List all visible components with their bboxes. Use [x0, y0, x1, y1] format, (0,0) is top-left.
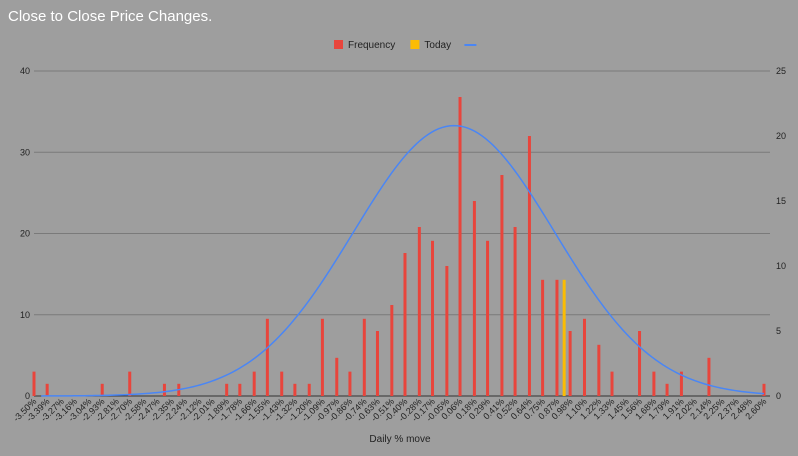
bar [638, 331, 642, 396]
bar [431, 240, 435, 396]
normal-curve [41, 124, 765, 397]
bar [513, 227, 517, 396]
bar [128, 371, 132, 396]
x-axis: -3.50%-3.39%-3.27%-3.16%-3.04%-2.93%-2.8… [11, 396, 768, 423]
bar [417, 227, 421, 396]
legend: Frequency Today [334, 40, 477, 51]
legend-swatch [334, 40, 343, 49]
bar [162, 383, 166, 396]
bar [582, 318, 586, 396]
legend-label: Frequency [348, 40, 395, 51]
bar [265, 318, 269, 396]
x-axis-title: Daily % move [369, 434, 431, 445]
y2-tick-label: 5 [776, 326, 781, 336]
legend-swatch [410, 40, 420, 49]
bar [335, 357, 339, 396]
bar [762, 383, 766, 396]
bar [307, 383, 311, 396]
bar [403, 253, 407, 396]
bar [280, 371, 284, 396]
bars [32, 97, 766, 396]
bar [32, 371, 36, 396]
curve-line [41, 124, 765, 397]
bar [486, 240, 490, 396]
bar [472, 201, 476, 396]
y-tick-label: 0 [25, 391, 30, 401]
bar [320, 318, 324, 396]
bar [652, 371, 656, 396]
y-tick-label: 20 [20, 229, 30, 239]
y-tick-label: 10 [20, 310, 30, 320]
y2-tick-label: 10 [776, 261, 786, 271]
legend-label: Today [424, 40, 451, 51]
y-axis-left: 0 10 20 30 40 [20, 66, 30, 401]
bar [458, 97, 462, 396]
bar [390, 305, 394, 396]
bar [665, 383, 669, 396]
y2-tick-label: 0 [776, 391, 781, 401]
bar [597, 344, 601, 396]
y-tick-label: 30 [20, 147, 30, 157]
bar [555, 279, 559, 396]
bar [679, 371, 683, 396]
y-axis-right: 0 5 10 15 20 25 [776, 66, 786, 401]
bar-today [562, 279, 566, 396]
bar [238, 383, 242, 396]
bar [100, 383, 104, 396]
bar [527, 136, 531, 396]
y-tick-label: 40 [20, 66, 30, 76]
bar [707, 357, 711, 396]
bar [610, 371, 614, 396]
y2-tick-label: 15 [776, 196, 786, 206]
y2-tick-label: 25 [776, 66, 786, 76]
bar [45, 383, 49, 396]
bar [541, 279, 545, 396]
chart-title: Close to Close Price Changes. [8, 8, 213, 25]
y2-tick-label: 20 [776, 131, 786, 141]
gridlines [34, 70, 770, 397]
bar [568, 331, 572, 396]
bar [500, 175, 504, 396]
bar [252, 371, 256, 396]
bar [225, 383, 229, 396]
bar [293, 383, 297, 396]
bar [445, 266, 449, 396]
bar [348, 371, 352, 396]
bar [362, 318, 366, 396]
bar [375, 331, 379, 396]
